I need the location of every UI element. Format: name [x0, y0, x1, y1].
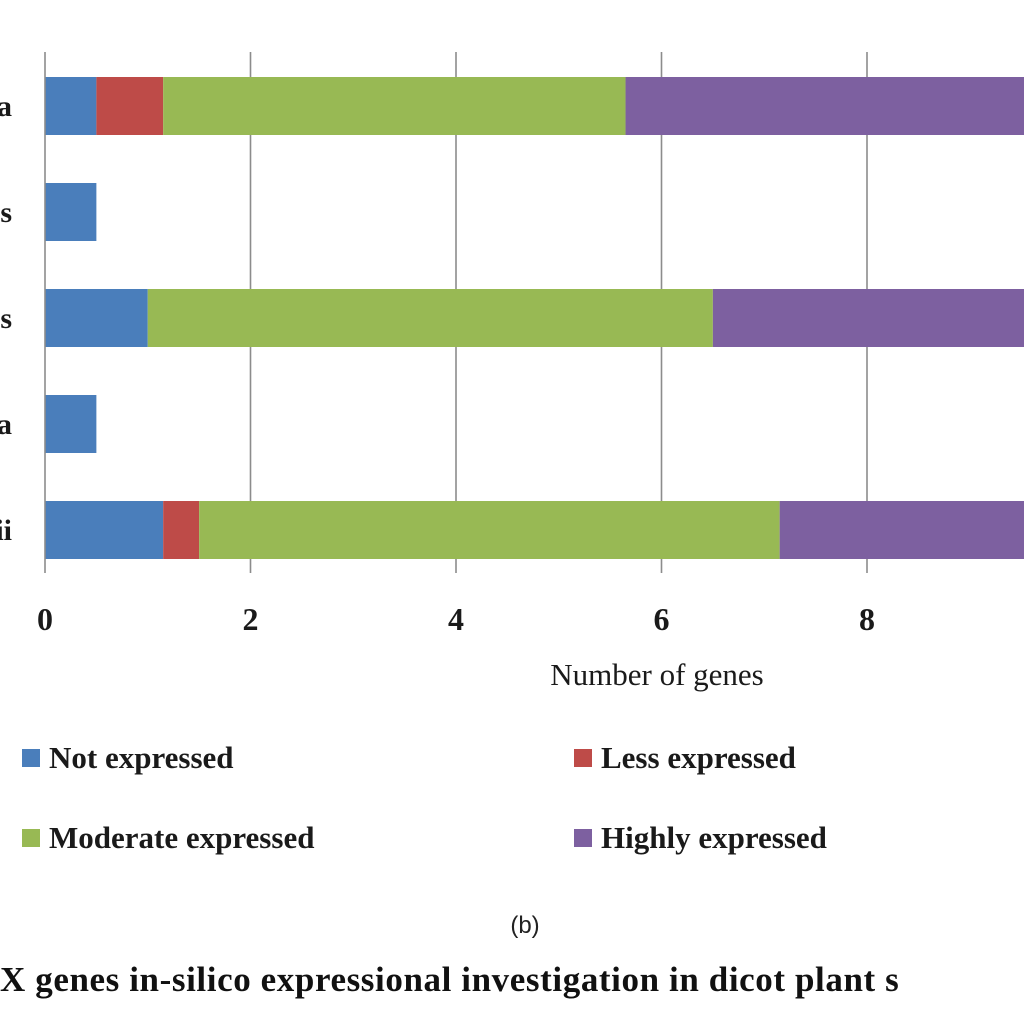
stacked-bar-chart: 0 2 4 6 8 a s s a ii Number of genes: [0, 52, 1024, 692]
legend-item-not-expressed: Not expressed: [22, 740, 234, 776]
bar-segment: [45, 183, 97, 241]
bar-segment: [96, 77, 164, 135]
x-axis-title: Number of genes: [550, 657, 764, 692]
bar-segment: [45, 77, 97, 135]
figure-caption: X genes in-silico expressional investiga…: [0, 960, 900, 999]
legend: Not expressed Less expressed Moderate ex…: [0, 720, 1024, 880]
bar-segment: [45, 395, 97, 453]
x-tick-label: 8: [859, 601, 875, 637]
bar-segment: [625, 77, 1024, 135]
bar-segment: [45, 289, 148, 347]
bar-segment: [163, 77, 626, 135]
legend-label: Moderate expressed: [49, 820, 315, 855]
legend-label: Not expressed: [49, 740, 234, 775]
bars: [45, 77, 1024, 559]
x-tick-label: 0: [37, 601, 53, 637]
bar-segment: [45, 501, 164, 559]
panel-label: (b): [510, 912, 540, 939]
bar-segment: [147, 289, 713, 347]
legend-swatch: [574, 749, 592, 767]
y-category-label: a: [0, 90, 12, 123]
legend-label: Highly expressed: [601, 820, 827, 855]
y-category-label: ii: [0, 514, 12, 547]
legend-swatch: [22, 749, 40, 767]
bar-segment: [199, 501, 780, 559]
legend-item-highly-expressed: Highly expressed: [574, 820, 827, 856]
legend-item-moderate-expressed: Moderate expressed: [22, 820, 314, 856]
x-tick-label: 6: [654, 601, 670, 637]
legend-swatch: [22, 829, 40, 847]
legend-item-less-expressed: Less expressed: [574, 740, 796, 776]
y-category-label: s: [0, 196, 12, 229]
x-tick-label: 4: [448, 601, 464, 637]
x-tick-label: 2: [243, 601, 259, 637]
legend-swatch: [574, 829, 592, 847]
axes: 0 2 4 6 8 a s s a ii: [0, 52, 875, 637]
bar-segment: [712, 289, 1024, 347]
y-category-label: a: [0, 408, 12, 441]
bar-segment: [163, 501, 200, 559]
legend-label: Less expressed: [601, 740, 796, 775]
y-category-label: s: [0, 302, 12, 335]
bar-segment: [779, 501, 1024, 559]
